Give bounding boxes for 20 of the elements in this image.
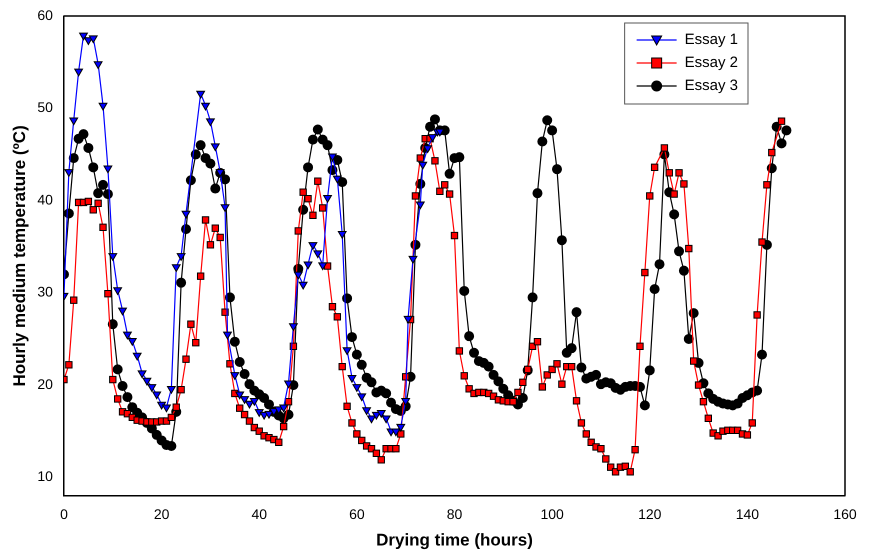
legend-label: Essay 1	[684, 31, 738, 48]
x-tick-label: 0	[60, 506, 68, 522]
x-tick-label: 20	[154, 506, 170, 522]
y-tick-label: 50	[37, 99, 54, 116]
x-tick-label: 40	[251, 506, 268, 522]
legend-label: Essay 3	[684, 77, 738, 94]
legend-label: Essay 2	[684, 54, 738, 72]
x-axis-title: Drying time (hours)	[376, 530, 533, 550]
x-tick-label: 160	[833, 506, 857, 522]
y-tick-label: 10	[37, 468, 54, 484]
y-tick-label: 30	[37, 284, 54, 300]
x-tick-label: 120	[638, 506, 662, 522]
x-tick-label: 80	[446, 506, 462, 522]
x-tick-label: 100	[540, 506, 564, 522]
y-tick-label: 60	[37, 6, 54, 23]
y-tick-label: 20	[37, 376, 54, 392]
y-axis-title: Hourly medium temperature (ºC)	[10, 125, 29, 387]
x-tick-label: 140	[736, 506, 760, 522]
x-tick-label: 60	[349, 506, 365, 522]
y-tick-label: 40	[37, 191, 54, 208]
